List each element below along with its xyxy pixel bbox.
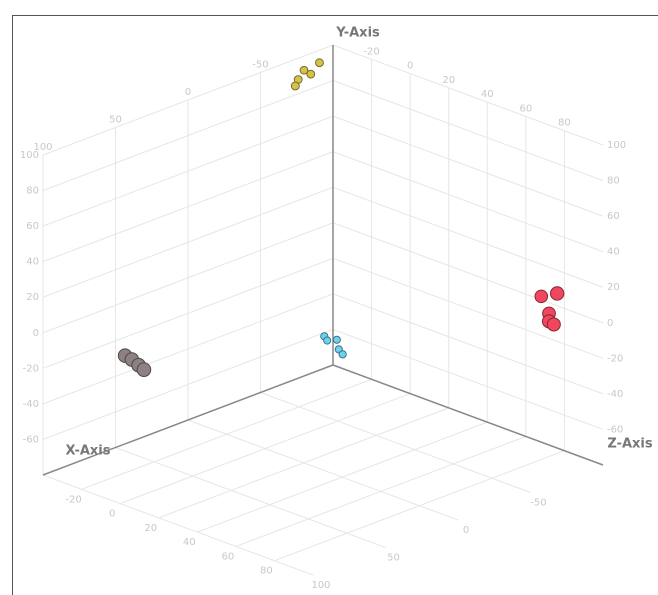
point	[290, 81, 300, 91]
tick-label: -20	[65, 494, 81, 505]
tick-label: 60	[519, 103, 532, 114]
tick-label: -40	[607, 389, 623, 400]
tick-label: 0	[407, 61, 413, 72]
grid-line	[42, 328, 604, 440]
grid: -60-60-40-40-20-200020204040606080801001…	[20, 44, 626, 591]
points	[117, 58, 565, 377]
tick-label: 60	[26, 221, 39, 232]
point	[315, 58, 324, 68]
point	[550, 286, 565, 301]
tick-label: 0	[185, 87, 191, 98]
tick-label: 20	[442, 75, 455, 86]
grid-line	[274, 130, 565, 562]
tick-label: 40	[607, 247, 620, 258]
tick-label: 40	[481, 89, 494, 100]
tick-label: 40	[183, 537, 196, 548]
tick-label: 0	[33, 328, 39, 339]
tick-label: 0	[109, 509, 115, 520]
tick-label: -20	[363, 46, 379, 57]
tick-label: 100	[20, 150, 39, 161]
point	[338, 350, 347, 359]
tick-label: 100	[607, 140, 626, 151]
tick-label: 100	[311, 580, 330, 591]
grid-line	[42, 186, 604, 298]
tick-label: 50	[387, 553, 400, 564]
tick-label: 20	[144, 523, 157, 534]
grid-line	[42, 222, 604, 334]
tick-label: 50	[109, 115, 122, 126]
point	[534, 289, 549, 304]
tick-label: 80	[260, 566, 273, 577]
point	[306, 69, 316, 79]
point	[332, 335, 341, 344]
tick-label: 40	[26, 257, 39, 268]
tick-label: -20	[607, 353, 623, 364]
tick-label: 0	[607, 318, 613, 329]
point	[323, 336, 332, 345]
tick-label: 60	[221, 551, 234, 562]
tick-label: 100	[33, 142, 52, 153]
tick-label: -50	[252, 60, 268, 71]
grid-line	[115, 127, 386, 548]
x-axis-title: X-Axis	[66, 444, 111, 459]
x-axis-line	[42, 364, 334, 476]
grid-line	[187, 100, 459, 521]
tick-label: 80	[558, 118, 571, 129]
tick-label: 20	[26, 292, 39, 303]
tick-label: 0	[463, 525, 469, 536]
grid-line	[42, 155, 314, 576]
tick-label: 80	[26, 186, 39, 197]
tick-label: 60	[607, 211, 620, 222]
tick-label: -60	[23, 434, 39, 445]
point	[136, 362, 152, 377]
grid-line	[260, 72, 531, 493]
grid-line	[42, 151, 604, 263]
tick-label: 80	[607, 176, 620, 187]
tick-label: -50	[530, 498, 546, 509]
tick-label: -60	[607, 424, 623, 435]
grid-line	[42, 80, 604, 192]
frame	[12, 15, 658, 595]
grid-line	[42, 115, 604, 227]
point	[546, 317, 561, 332]
z-axis-title: Z-Axis	[607, 437, 652, 452]
tick-label: -40	[23, 399, 39, 410]
tick-label: 20	[607, 282, 620, 293]
z-axis-line	[332, 364, 604, 466]
y-axis-title: Y-Axis	[335, 26, 380, 41]
axes	[42, 45, 604, 476]
tick-label: -20	[23, 363, 39, 374]
point	[299, 65, 309, 75]
